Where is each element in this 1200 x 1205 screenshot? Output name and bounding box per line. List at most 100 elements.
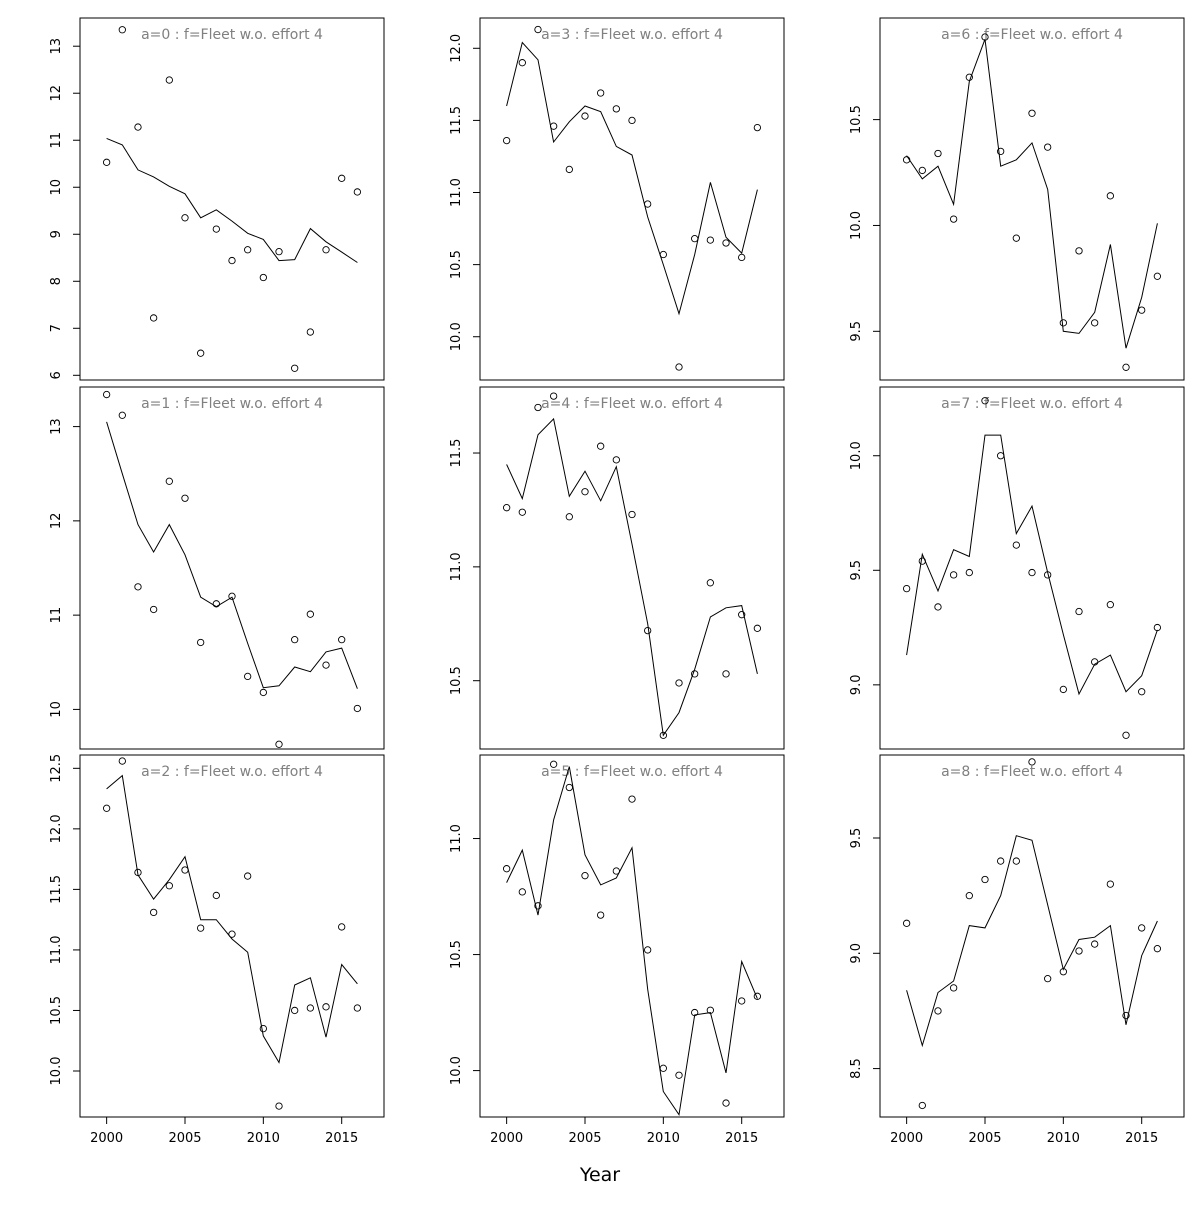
observed-point — [738, 611, 746, 619]
y-tick-label: 9 — [49, 230, 64, 238]
observed-point — [706, 1006, 715, 1014]
x-tick-label: 2005 — [568, 1131, 601, 1146]
observed-point — [997, 857, 1005, 865]
observed-point — [1153, 945, 1162, 953]
observed-point — [306, 328, 315, 336]
observed-point — [706, 236, 715, 244]
observed-point — [918, 1101, 926, 1110]
observed-point — [197, 638, 205, 647]
panel-frame — [879, 754, 1185, 1118]
observed-point — [659, 1064, 667, 1072]
observed-point — [949, 984, 958, 992]
panel-title: a=4 : f=Fleet w.o. effort 4 — [541, 396, 723, 412]
panel-4: a=4 : f=Fleet w.o. effort 4 10.5 11.0 11.5 — [449, 386, 785, 750]
observed-point — [197, 349, 205, 357]
y-tick-label: 10 — [49, 179, 64, 196]
observed-point — [949, 571, 958, 579]
observed-point — [997, 452, 1005, 460]
y-tick-label: 10.0 — [449, 322, 464, 351]
observed-point — [565, 783, 573, 792]
y-tick-label: 11.0 — [449, 824, 464, 853]
fitted-line — [106, 137, 358, 263]
y-tick-label: 9.0 — [849, 943, 864, 964]
observed-point — [1044, 571, 1052, 579]
y-tick-label: 6 — [49, 371, 64, 379]
observed-point — [753, 123, 762, 132]
observed-point — [738, 253, 746, 262]
panel-6: a=6 : f=Fleet w.o. effort 4 9.5 10.0 10.5 — [849, 17, 1185, 381]
observed-point — [149, 908, 158, 917]
observed-point — [581, 488, 589, 496]
y-tick-label: 9.5 — [849, 828, 864, 849]
y-tick-label: 12.0 — [49, 814, 64, 843]
y-tick-label: 10.5 — [49, 996, 64, 1025]
observed-point — [997, 147, 1005, 156]
observed-point — [1153, 272, 1162, 280]
observed-point — [534, 25, 542, 34]
observed-point — [612, 456, 620, 464]
observed-point — [1059, 968, 1067, 976]
observed-point — [228, 930, 236, 938]
observed-point — [644, 626, 652, 635]
observed-point — [612, 105, 620, 113]
observed-point — [549, 392, 558, 400]
panel-frame — [79, 17, 385, 381]
observed-point — [612, 867, 620, 875]
observed-point — [628, 795, 636, 803]
y-tick-label: 10.5 — [449, 666, 464, 695]
y-tick-label: 13 — [49, 38, 64, 55]
observed-point — [981, 33, 989, 41]
y-tick-label: 11.0 — [49, 935, 64, 964]
observed-point — [1091, 658, 1099, 666]
observed-point — [338, 635, 346, 644]
observed-point — [291, 635, 299, 644]
observed-point — [1122, 1011, 1130, 1020]
observed-point — [291, 364, 299, 372]
x-tick-label: 2015 — [725, 1131, 758, 1146]
observed-point — [597, 89, 605, 97]
observed-point — [244, 672, 252, 681]
observed-point — [165, 882, 173, 890]
observed-point — [518, 59, 526, 67]
observed-point — [722, 670, 730, 678]
y-tick-label: 10.0 — [849, 211, 864, 240]
panel-title: a=7 : f=Fleet w.o. effort 4 — [941, 396, 1123, 412]
observed-point — [1091, 319, 1099, 327]
fitted-line — [506, 417, 758, 737]
figure-x-axis-label: Year — [579, 1164, 620, 1186]
observed-point — [197, 924, 205, 932]
observed-point — [691, 235, 699, 243]
observed-point — [549, 760, 558, 768]
observed-point — [581, 872, 589, 880]
observed-point — [1106, 880, 1115, 888]
panel-8: a=8 : f=Fleet w.o. effort 4 2000 2005 2010 2… — [849, 754, 1185, 1146]
y-tick-label: 12 — [49, 85, 64, 102]
observed-point — [259, 273, 267, 282]
observed-point — [965, 568, 973, 577]
x-tick-label: 2010 — [1047, 1131, 1080, 1146]
observed-point — [228, 256, 236, 265]
y-tick-label: 11.5 — [49, 875, 64, 904]
observed-point — [259, 1024, 267, 1033]
observed-point — [691, 670, 699, 678]
observed-point — [1138, 688, 1146, 696]
observed-point — [134, 583, 142, 591]
y-tick-label: 10.0 — [849, 441, 864, 470]
x-tick-label: 2010 — [247, 1131, 280, 1146]
observed-point — [338, 174, 346, 182]
y-tick-label: 12.0 — [449, 34, 464, 63]
panel-1: a=1 : f=Fleet w.o. effort 4 10 11 12 13 — [49, 386, 385, 750]
observed-point — [244, 246, 252, 254]
observed-point — [1122, 363, 1130, 371]
observed-point — [675, 1071, 683, 1079]
y-tick-label: 10.5 — [449, 250, 464, 279]
observed-point — [181, 494, 189, 502]
observed-point — [322, 1003, 330, 1011]
observed-point — [518, 508, 526, 516]
observed-point — [118, 757, 126, 765]
x-tick-label: 2005 — [968, 1131, 1001, 1146]
observed-point — [181, 866, 189, 874]
observed-point — [102, 158, 111, 166]
observed-point — [275, 1102, 283, 1110]
y-tick-label: 9.0 — [849, 675, 864, 696]
